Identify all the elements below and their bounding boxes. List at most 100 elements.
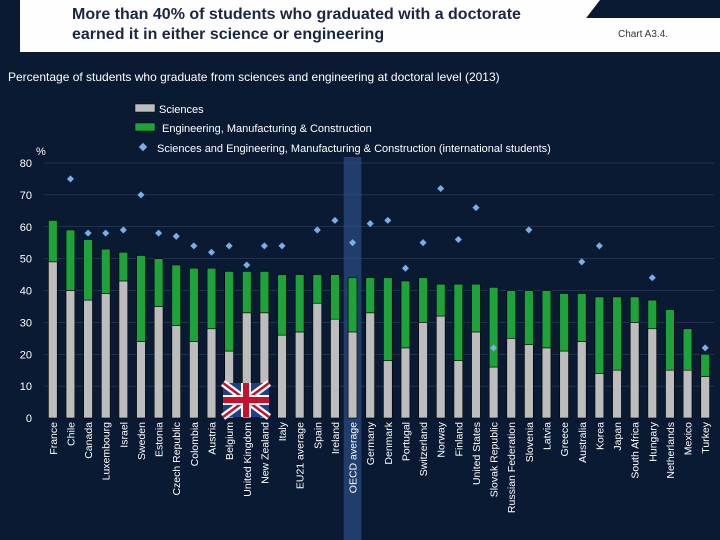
y-tick-label: 50 xyxy=(20,254,32,266)
title-banner xyxy=(20,0,580,52)
category-labels: France Chile Canada Luxembourg Israel Sweden E… xyxy=(48,421,712,513)
bar-engineering xyxy=(242,271,252,314)
international-markers xyxy=(66,175,709,352)
y-tick-label: 60 xyxy=(20,222,32,234)
bars xyxy=(48,220,710,419)
bar-sciences xyxy=(524,344,534,419)
bar-sciences xyxy=(153,306,164,419)
category-label: France xyxy=(48,422,60,455)
y-tick-label: 80 xyxy=(20,158,32,170)
y-tick-label: 40 xyxy=(20,286,32,298)
category-label: Greece xyxy=(559,422,571,457)
category-label: Slovenia xyxy=(524,422,536,462)
bar-engineering xyxy=(524,290,534,345)
marker-international xyxy=(102,229,110,237)
bar-engineering xyxy=(65,229,76,291)
bar-engineering xyxy=(453,283,464,361)
category-label: Estonia xyxy=(154,422,166,457)
bar-engineering xyxy=(665,309,675,371)
bar-sciences xyxy=(559,350,569,419)
category-label: Slovak Republic xyxy=(489,422,501,497)
bar-sciences xyxy=(488,366,499,419)
bar-engineering xyxy=(189,267,199,342)
bar-engineering xyxy=(647,299,657,330)
chart-label: Chart A3.4. xyxy=(618,29,669,40)
bar-sciences xyxy=(65,290,76,419)
legend-swatch-engineering xyxy=(134,122,156,132)
category-label: Italy xyxy=(277,421,289,441)
marker-international xyxy=(243,261,251,269)
bar-engineering xyxy=(471,283,481,333)
category-label: Israel xyxy=(118,422,130,448)
category-label: Norway xyxy=(436,421,448,457)
bar-sciences xyxy=(400,347,411,419)
bar-sciences xyxy=(206,328,217,419)
bar-engineering xyxy=(330,274,340,320)
marker-international xyxy=(84,229,92,237)
bar-sciences xyxy=(418,322,428,419)
category-label: United States xyxy=(471,422,483,485)
bar-engineering xyxy=(594,296,605,374)
bar-engineering xyxy=(400,280,411,349)
bar-sciences xyxy=(700,376,710,419)
uk-flag-icon xyxy=(220,380,272,420)
marker-international xyxy=(190,242,198,250)
bar-engineering xyxy=(171,264,181,326)
marker-international xyxy=(595,242,603,250)
marker-international xyxy=(437,184,445,193)
category-label: Japan xyxy=(612,422,624,451)
bar-engineering xyxy=(365,277,375,314)
bar-sciences xyxy=(541,347,552,419)
bar-engineering xyxy=(559,293,569,352)
marker-international xyxy=(225,242,233,250)
bar-sciences xyxy=(136,341,146,419)
bar-engineering xyxy=(206,267,217,330)
category-label: Belgium xyxy=(224,422,236,460)
legend-swatch-sciences xyxy=(134,103,156,113)
bar-sciences xyxy=(171,325,181,419)
bar-engineering xyxy=(488,287,499,368)
bar-engineering xyxy=(224,271,234,352)
bar-sciences xyxy=(347,331,358,419)
category-label: Finland xyxy=(453,422,465,457)
category-label: Austria xyxy=(207,422,219,455)
bar-engineering xyxy=(506,290,516,339)
y-tick-labels: 0 10 20 30 40 50 60 70 80 xyxy=(20,158,32,425)
y-axis-label: % xyxy=(36,146,46,158)
bar-engineering xyxy=(48,220,58,263)
bar-sciences xyxy=(189,341,199,419)
y-tick-label: 70 xyxy=(20,190,32,202)
bar-sciences xyxy=(471,331,481,419)
bar-sciences xyxy=(594,373,605,419)
bar-engineering xyxy=(577,293,587,342)
marker-international xyxy=(349,239,357,247)
marker-international xyxy=(525,226,533,234)
bar-engineering xyxy=(436,283,446,317)
bar-sciences xyxy=(48,261,58,419)
marker-international xyxy=(155,229,163,237)
category-label: Czech Republic xyxy=(171,422,183,496)
category-label: OECD average xyxy=(348,422,360,493)
bar-sciences xyxy=(118,280,129,419)
legend-label-international: Sciences and Engineering, Manufacturing … xyxy=(157,143,551,155)
marker-international xyxy=(172,232,180,240)
bar-engineering xyxy=(153,258,164,307)
bar-engineering xyxy=(259,271,270,314)
legend: Sciences Engineering, Manufacturing & Co… xyxy=(134,103,551,155)
marker-international xyxy=(401,264,409,272)
bar-sciences xyxy=(612,369,622,419)
marker-international xyxy=(454,235,462,244)
legend-marker-international xyxy=(138,142,148,152)
bar-engineering xyxy=(541,290,552,349)
marker-international xyxy=(490,344,498,352)
category-label: Spain xyxy=(312,422,324,449)
category-label: Luxembourg xyxy=(101,422,113,481)
bar-engineering xyxy=(312,274,322,304)
bar-sciences xyxy=(665,369,675,419)
bar-engineering xyxy=(294,274,305,333)
bar-sciences xyxy=(506,338,516,419)
bar-sciences xyxy=(577,341,587,419)
bar-sciences xyxy=(647,328,657,419)
bar-sciences xyxy=(101,293,111,419)
